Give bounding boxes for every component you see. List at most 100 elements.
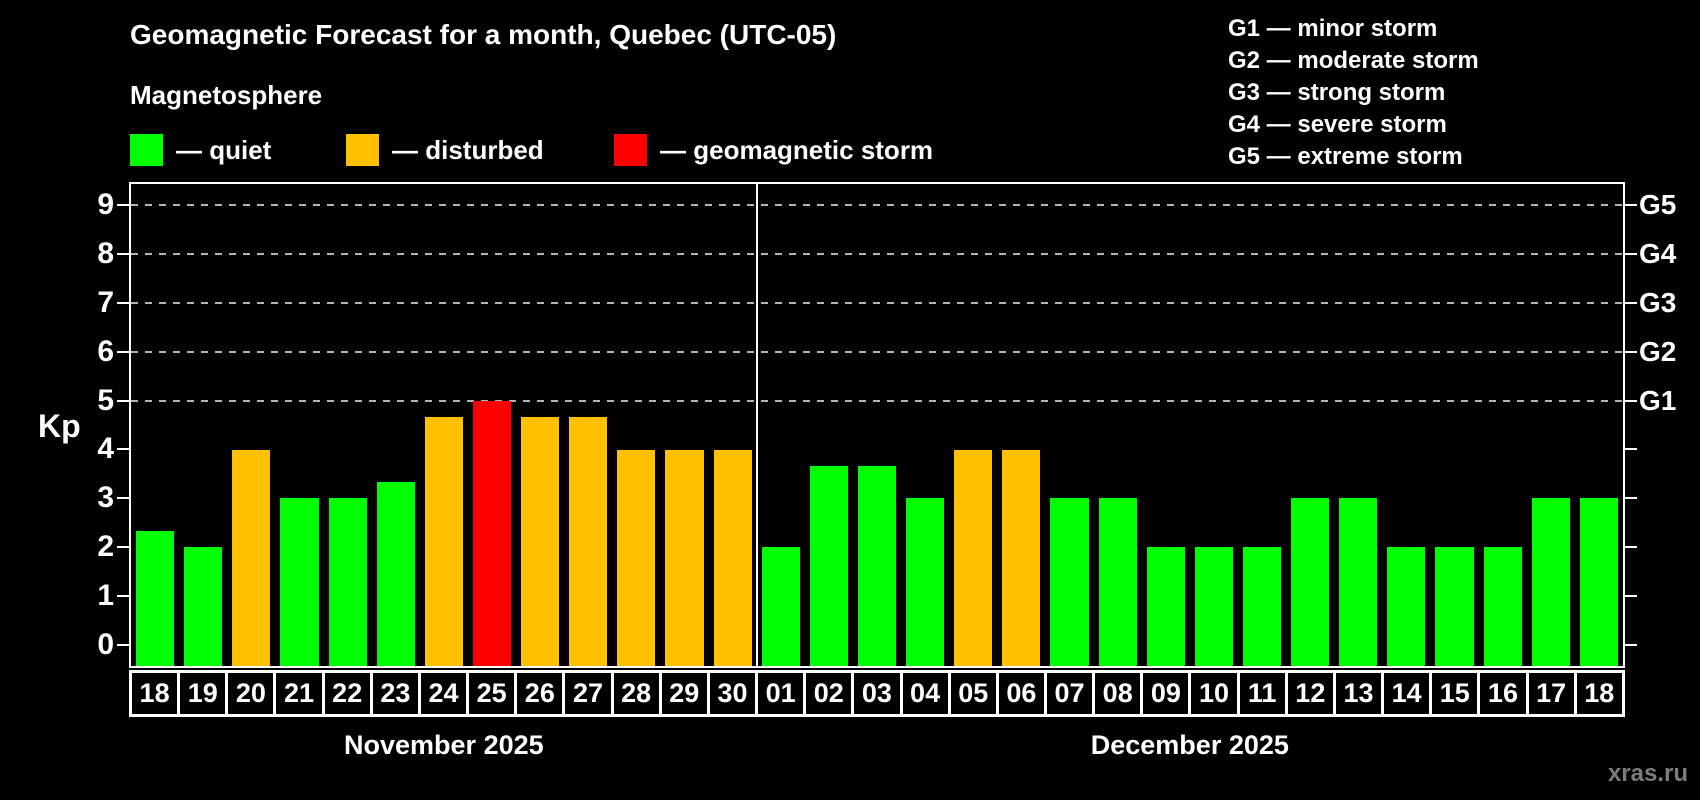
kp-bar [280, 498, 319, 666]
left-tick-kp-7 [117, 301, 129, 304]
date-cell: 10 [1188, 670, 1240, 717]
kp-bar [906, 498, 945, 666]
gridline-kp-9 [131, 203, 1623, 206]
g-scale-line: G2 — moderate storm [1228, 47, 1479, 74]
g-scale-line: G1 — minor storm [1228, 15, 1438, 42]
kp-bar [1146, 547, 1185, 666]
kp-bar [1339, 498, 1378, 666]
left-tick-kp-4 [117, 448, 129, 451]
y-tick-label: 3 [97, 481, 114, 515]
kp-bar [761, 547, 800, 666]
right-tick-kp-3 [1625, 497, 1637, 500]
gridline-kp-7 [131, 301, 1623, 304]
quiet-swatch [130, 134, 163, 166]
date-cell: 28 [610, 670, 662, 717]
g-level-label: G5 [1639, 188, 1677, 220]
right-tick-kp-8 [1625, 252, 1637, 255]
kp-bar [1098, 498, 1137, 666]
y-tick-label: 2 [97, 530, 114, 564]
kp-bar [136, 531, 175, 666]
kp-bar [809, 465, 848, 666]
right-tick-kp-0 [1625, 644, 1637, 647]
left-tick-kp-8 [117, 252, 129, 255]
kp-bar [857, 465, 897, 666]
month-label: December 2025 [1090, 730, 1289, 760]
month-label: November 2025 [344, 730, 544, 760]
chart-title: Geomagnetic Forecast for a month, Quebec… [130, 19, 837, 50]
right-tick-kp-5 [1625, 399, 1637, 402]
left-tick-kp-1 [117, 595, 129, 598]
right-tick-kp-1 [1625, 595, 1637, 598]
month-divider-line [755, 184, 758, 666]
y-tick-label: 0 [97, 628, 114, 662]
y-axis-title: Kp [38, 408, 81, 444]
g-level-label: G4 [1639, 237, 1677, 269]
g-scale-line: G4 — severe storm [1228, 111, 1447, 138]
date-cell: 16 [1477, 670, 1529, 717]
kp-bar [521, 416, 560, 666]
g-level-label: G2 [1639, 335, 1677, 367]
chart-subtitle: Magnetosphere [130, 80, 323, 110]
kp-bar [1194, 547, 1233, 666]
gridline-kp-8 [131, 252, 1623, 255]
kp-bar [184, 547, 223, 666]
left-tick-kp-2 [117, 546, 129, 549]
g-level-label: G1 [1639, 384, 1677, 416]
kp-bar [1002, 449, 1041, 666]
kp-bar [1242, 547, 1282, 666]
y-tick-label: 1 [97, 579, 114, 613]
date-cell: 12 [1284, 670, 1336, 717]
kp-bar [232, 449, 271, 666]
date-cell: 14 [1381, 670, 1433, 717]
date-cell: 09 [1140, 670, 1192, 717]
gridline-kp-5 [131, 399, 1623, 402]
date-cell: 21 [273, 670, 325, 717]
kp-bar [472, 400, 512, 666]
kp-bar [1291, 498, 1330, 666]
y-tick-label: 6 [97, 334, 114, 368]
date-cell: 24 [417, 670, 470, 717]
date-cell: 13 [1332, 670, 1385, 717]
date-cell: 03 [851, 670, 903, 717]
kp-bar [1531, 498, 1570, 666]
legend-label: — quiet [176, 134, 272, 165]
y-tick-label: 5 [97, 383, 114, 417]
date-cell: 02 [803, 670, 855, 717]
date-cell: 01 [755, 670, 807, 717]
kp-bar [569, 416, 608, 666]
date-cell: 27 [562, 670, 614, 717]
left-tick-kp-5 [117, 399, 129, 402]
gridline-kp-6 [131, 350, 1623, 353]
date-cell: 08 [1092, 670, 1144, 717]
date-cell: 11 [1236, 670, 1288, 717]
kp-bar [376, 482, 415, 666]
left-tick-kp-6 [117, 350, 129, 353]
kp-bar [1483, 547, 1522, 666]
left-tick-kp-0 [117, 644, 129, 647]
g-scale-legend: G1 — minor storm G2 — moderate storm G3 — … [1228, 13, 1479, 173]
left-tick-kp-3 [117, 497, 129, 500]
g-scale-line: G5 — extreme storm [1228, 143, 1463, 170]
date-cell: 18 [1573, 670, 1625, 717]
kp-bar [1050, 498, 1089, 666]
y-tick-label: 4 [97, 432, 114, 466]
date-cell: 22 [321, 670, 373, 717]
date-cell: 06 [995, 670, 1047, 717]
date-cell: 04 [899, 670, 951, 717]
kp-bar [617, 449, 656, 666]
watermark: xras.ru [1607, 760, 1688, 787]
left-tick-kp-9 [117, 203, 129, 206]
y-tick-label: 8 [97, 236, 114, 270]
kp-bar [328, 498, 367, 666]
date-axis: 18 19 20 21 22 23 24 25 26 27 28 29 30 01 02 03 04 05 06 07… [129, 670, 1625, 717]
kp-bar [1579, 498, 1618, 666]
kp-bar [665, 449, 704, 666]
date-cell: 17 [1525, 670, 1577, 717]
disturbed-swatch [346, 134, 379, 166]
legend-item-disturbed: — disturbed [346, 133, 544, 167]
date-cell: 30 [706, 670, 759, 717]
right-tick-kp-9 [1625, 203, 1637, 206]
y-tick-label: 7 [97, 285, 114, 319]
right-tick-kp-2 [1625, 546, 1637, 549]
